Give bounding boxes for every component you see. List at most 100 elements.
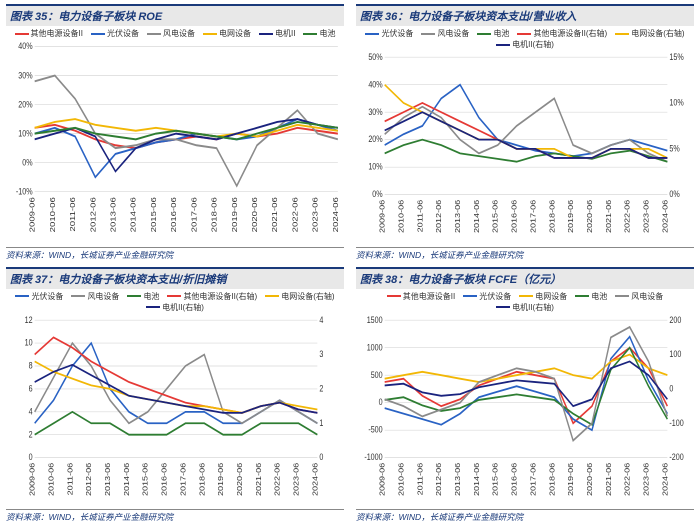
legend-item: 电网设备 bbox=[203, 28, 251, 39]
svg-text:30%: 30% bbox=[18, 69, 33, 80]
series-line bbox=[385, 347, 668, 423]
svg-text:2021-06: 2021-06 bbox=[605, 462, 613, 496]
svg-text:2009-06: 2009-06 bbox=[29, 462, 37, 496]
svg-text:2012-06: 2012-06 bbox=[435, 199, 443, 233]
svg-text:2014-06: 2014-06 bbox=[473, 462, 481, 496]
svg-text:2011-06: 2011-06 bbox=[66, 462, 74, 495]
svg-text:50%: 50% bbox=[368, 52, 382, 62]
svg-text:10: 10 bbox=[25, 337, 33, 347]
svg-text:2020-06: 2020-06 bbox=[236, 462, 244, 496]
svg-text:20%: 20% bbox=[18, 98, 33, 109]
series-line bbox=[385, 85, 668, 156]
svg-text:2011-06: 2011-06 bbox=[416, 462, 424, 495]
svg-text:2020-06: 2020-06 bbox=[586, 199, 594, 233]
legend-item: 其他电源设备II(右轴) bbox=[517, 28, 607, 39]
legend-item: 电池 bbox=[477, 28, 509, 39]
p35-chart: -10%0%10%20%30%40%2009-062010-062011-062… bbox=[6, 41, 344, 248]
legend-item: 光伏设备 bbox=[91, 28, 139, 39]
svg-text:2022-06: 2022-06 bbox=[624, 462, 632, 496]
svg-text:2019-06: 2019-06 bbox=[217, 462, 225, 496]
legend-item: 光伏设备 bbox=[15, 291, 63, 302]
series-line bbox=[385, 347, 668, 424]
series-line bbox=[385, 327, 668, 440]
svg-text:2: 2 bbox=[319, 383, 323, 393]
legend-item: 其他电源设备II(右轴) bbox=[167, 291, 257, 302]
legend-item: 风电设备 bbox=[71, 291, 119, 302]
svg-text:0%: 0% bbox=[669, 189, 679, 199]
svg-text:-1000: -1000 bbox=[364, 452, 383, 462]
series-line bbox=[385, 140, 668, 162]
svg-text:2024-06: 2024-06 bbox=[661, 199, 669, 233]
svg-text:2023-06: 2023-06 bbox=[311, 197, 319, 232]
svg-text:2016-06: 2016-06 bbox=[160, 462, 168, 496]
svg-text:2009-06: 2009-06 bbox=[379, 462, 387, 496]
svg-text:2019-06: 2019-06 bbox=[230, 197, 238, 232]
legend-item: 电池 bbox=[303, 28, 335, 39]
p38-panel: 图表 38：电力设备子板块 FCFE（亿元） 其他电源设备II 光伏设备电网设备电池… bbox=[350, 263, 700, 525]
svg-text:40%: 40% bbox=[18, 41, 33, 51]
svg-text:2023-06: 2023-06 bbox=[642, 462, 650, 496]
svg-text:2023-06: 2023-06 bbox=[642, 199, 650, 233]
svg-text:20%: 20% bbox=[368, 134, 382, 144]
legend-item: 电机II(右轴) bbox=[146, 302, 204, 313]
svg-text:2022-06: 2022-06 bbox=[274, 462, 282, 496]
legend-item: 光伏设备 bbox=[365, 28, 413, 39]
svg-text:10%: 10% bbox=[18, 127, 33, 138]
series-line bbox=[385, 85, 668, 158]
legend-item: 电机II bbox=[259, 28, 295, 39]
p36-legend: 光伏设备风电设备电池其他电源设备II(右轴)电网设备(右轴)电机II(右轴) bbox=[356, 26, 694, 52]
svg-text:2012-06: 2012-06 bbox=[85, 462, 93, 496]
svg-text:2010-06: 2010-06 bbox=[397, 199, 405, 233]
p37-legend: 光伏设备风电设备电池其他电源设备II(右轴)电网设备(右轴)电机II(右轴) bbox=[6, 289, 344, 315]
svg-text:0%: 0% bbox=[372, 189, 382, 199]
svg-text:2011-06: 2011-06 bbox=[68, 197, 76, 232]
legend-item: 电网设备(右轴) bbox=[265, 291, 334, 302]
svg-text:2024-06: 2024-06 bbox=[661, 462, 669, 496]
p37-source: 资料来源：WIND，长城证券产业金融研究院 bbox=[6, 510, 344, 523]
svg-text:-100: -100 bbox=[669, 418, 684, 428]
svg-text:2017-06: 2017-06 bbox=[529, 462, 537, 496]
svg-text:2016-06: 2016-06 bbox=[510, 462, 518, 496]
svg-text:2024-06: 2024-06 bbox=[331, 197, 339, 232]
svg-text:2013-06: 2013-06 bbox=[104, 462, 112, 496]
svg-text:2021-06: 2021-06 bbox=[255, 462, 263, 496]
svg-text:15%: 15% bbox=[669, 52, 683, 62]
p35-title: 图表 35：电力设备子板块 ROE bbox=[6, 4, 344, 26]
svg-text:2009-06: 2009-06 bbox=[379, 199, 387, 233]
svg-text:1000: 1000 bbox=[367, 342, 383, 352]
p38-title: 图表 38：电力设备子板块 FCFE（亿元） bbox=[356, 267, 694, 289]
legend-item: 电池 bbox=[575, 291, 607, 302]
p36-source: 资料来源：WIND，长城证券产业金融研究院 bbox=[356, 248, 694, 261]
svg-text:5%: 5% bbox=[669, 144, 679, 154]
svg-text:2015-06: 2015-06 bbox=[492, 199, 500, 233]
legend-item: 其他电源设备II bbox=[15, 28, 83, 39]
p35-source: 资料来源：WIND，长城证券产业金融研究院 bbox=[6, 248, 344, 261]
svg-text:-10%: -10% bbox=[16, 185, 33, 196]
p38-source: 资料来源：WIND，长城证券产业金融研究院 bbox=[356, 510, 694, 523]
legend-item: 风电设备 bbox=[421, 28, 469, 39]
svg-text:0: 0 bbox=[669, 383, 673, 393]
p38-chart: -1000-500050010001500-200-10001002002009… bbox=[356, 315, 694, 511]
svg-text:2017-06: 2017-06 bbox=[190, 197, 198, 232]
legend-item: 光伏设备 bbox=[463, 291, 511, 302]
svg-text:2013-06: 2013-06 bbox=[109, 197, 117, 232]
svg-text:2012-06: 2012-06 bbox=[89, 197, 97, 232]
svg-text:2021-06: 2021-06 bbox=[270, 197, 278, 232]
series-line bbox=[35, 119, 338, 177]
svg-text:12: 12 bbox=[25, 315, 33, 325]
svg-text:6: 6 bbox=[29, 383, 33, 393]
svg-text:2018-06: 2018-06 bbox=[548, 462, 556, 496]
svg-text:2021-06: 2021-06 bbox=[605, 199, 613, 233]
legend-item: 电网设备 bbox=[519, 291, 567, 302]
svg-text:2019-06: 2019-06 bbox=[567, 199, 575, 233]
svg-text:2022-06: 2022-06 bbox=[291, 197, 299, 232]
svg-text:2012-06: 2012-06 bbox=[435, 462, 443, 496]
svg-text:2010-06: 2010-06 bbox=[48, 197, 56, 232]
svg-text:2015-06: 2015-06 bbox=[142, 462, 150, 496]
svg-text:2014-06: 2014-06 bbox=[129, 197, 137, 232]
svg-text:2018-06: 2018-06 bbox=[210, 197, 218, 232]
legend-item: 电机II(右轴) bbox=[496, 302, 554, 313]
svg-text:2020-06: 2020-06 bbox=[586, 462, 594, 496]
svg-text:-500: -500 bbox=[368, 424, 383, 434]
legend-item: 其他电源设备II bbox=[387, 291, 455, 302]
